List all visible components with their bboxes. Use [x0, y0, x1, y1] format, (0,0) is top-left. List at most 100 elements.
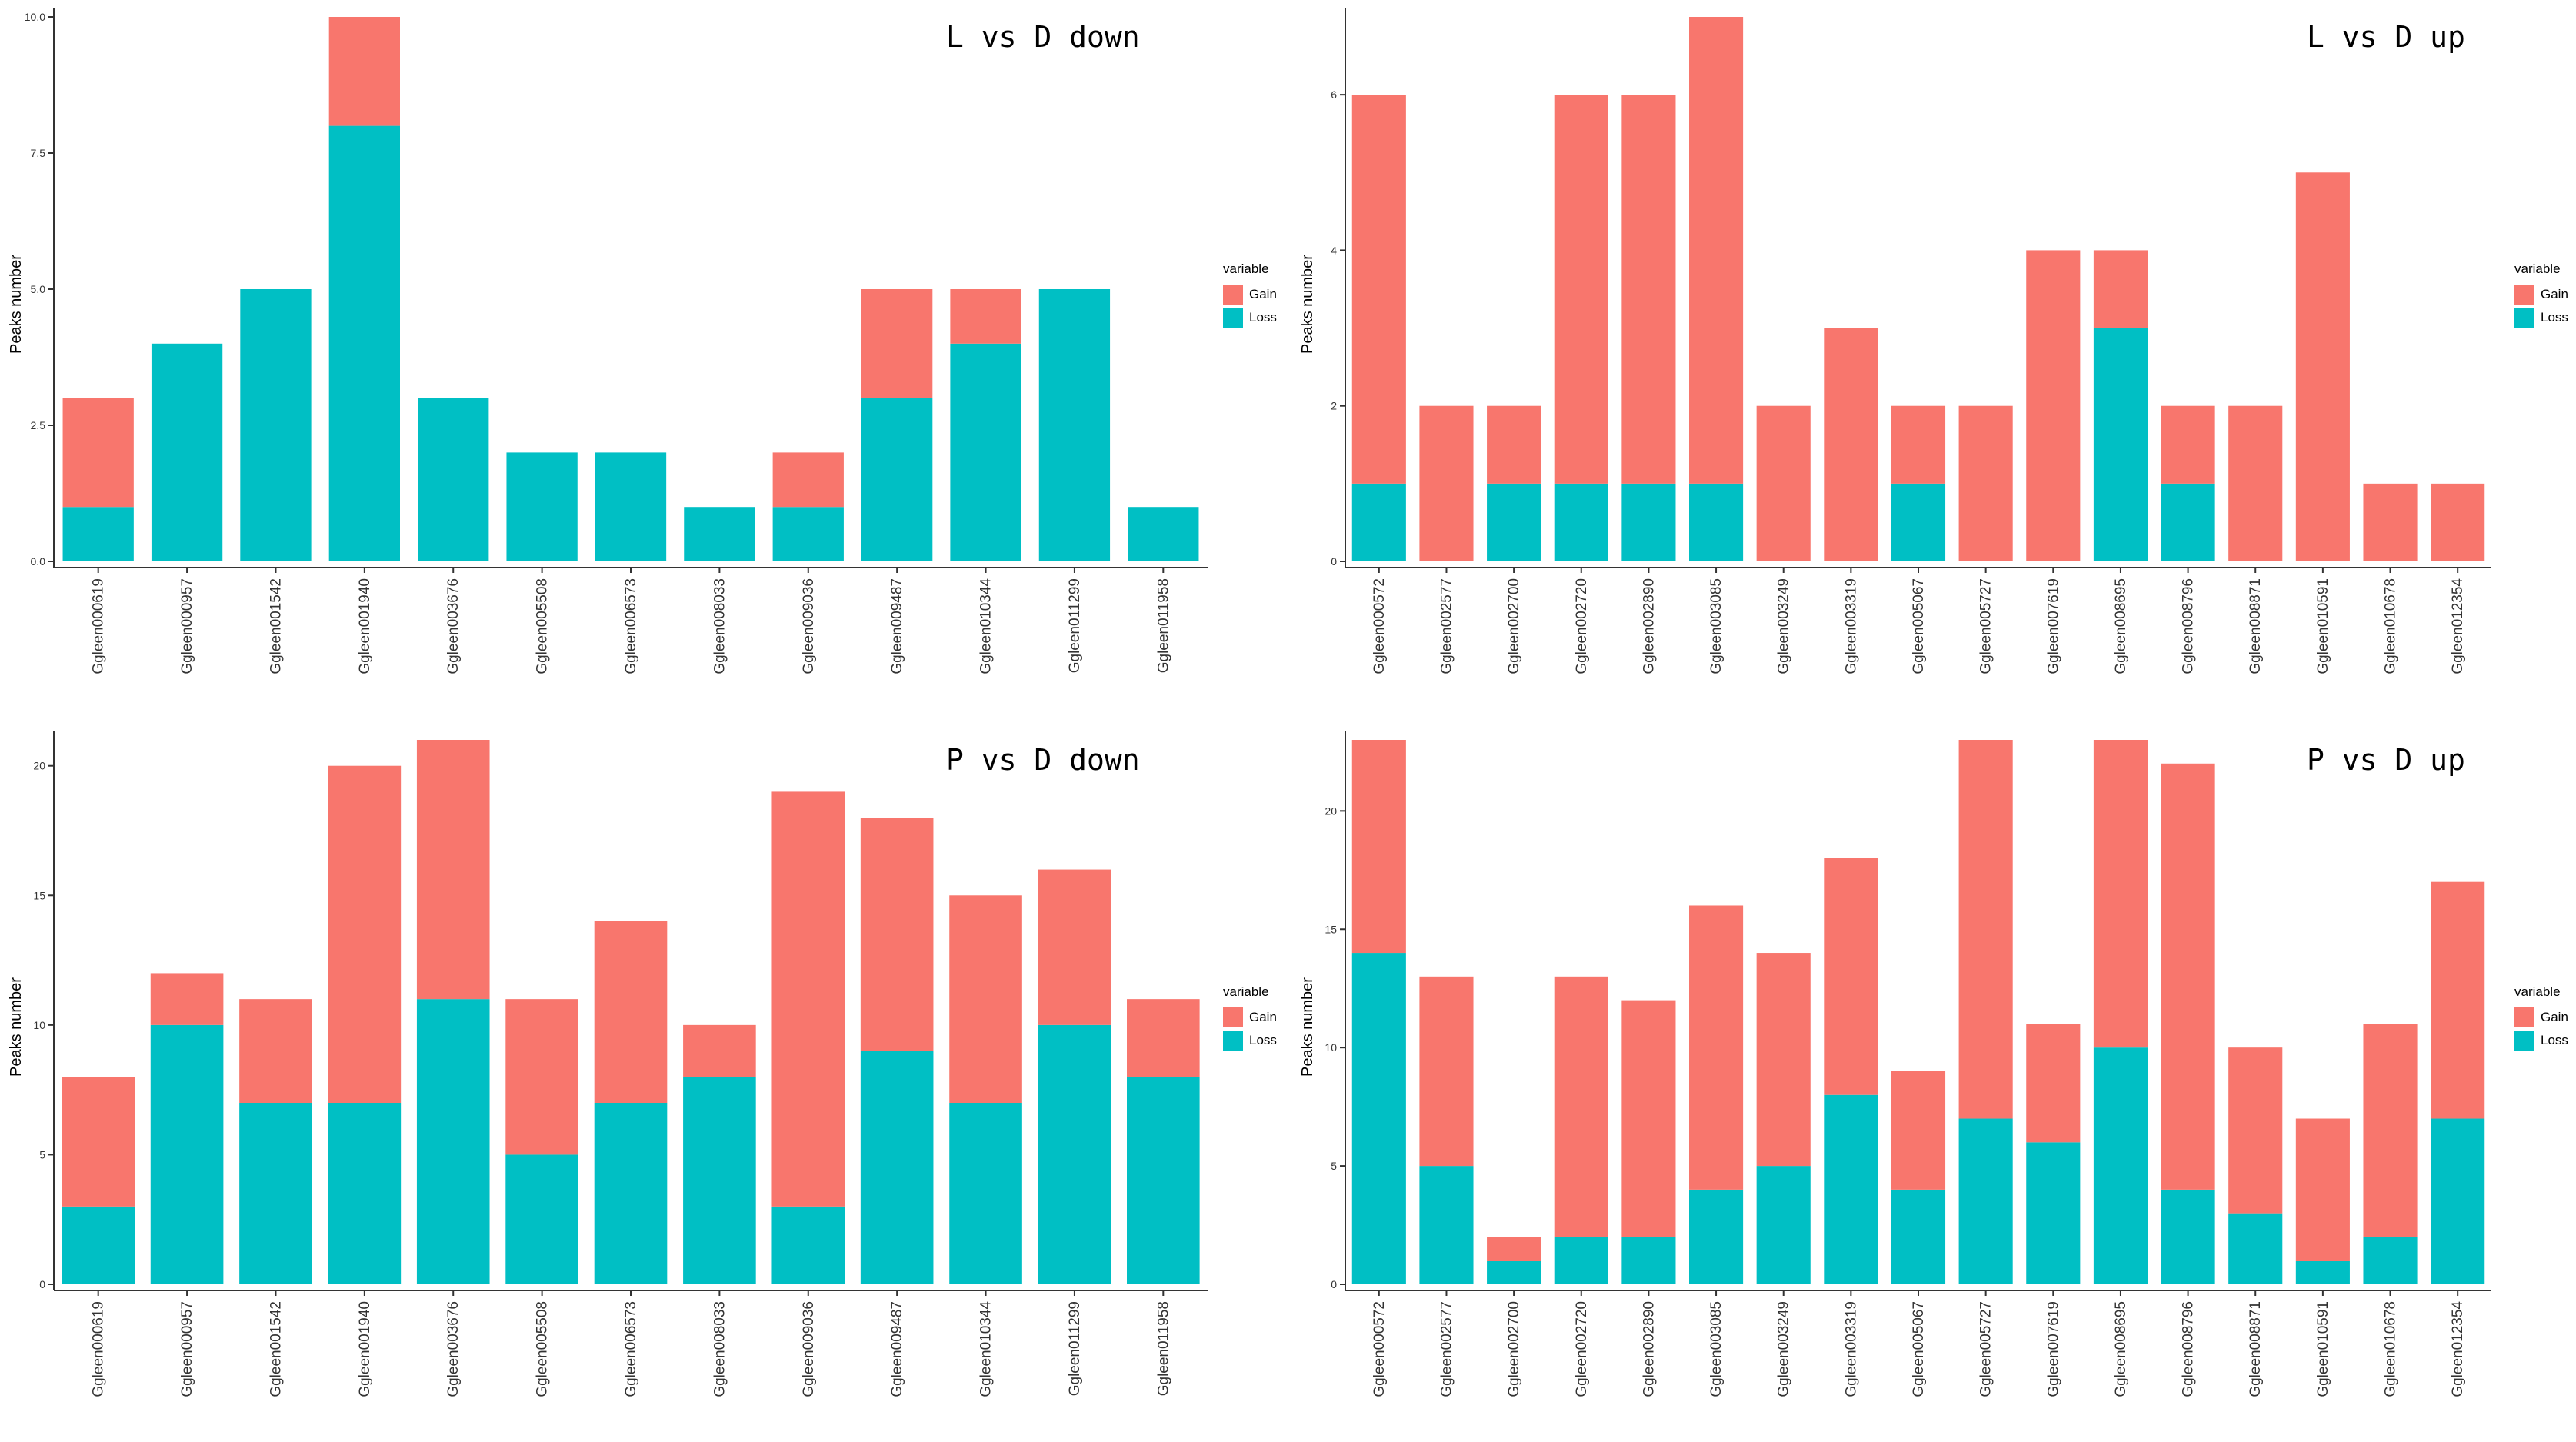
bar-loss — [151, 343, 223, 561]
x-tick-label: Ggleen003249 — [1776, 578, 1792, 674]
bar-gain — [2363, 1024, 2418, 1237]
chart-title: P vs D up — [2307, 743, 2465, 777]
gain-swatch — [2514, 1007, 2534, 1027]
x-tick-label: Ggleen003319 — [1843, 578, 1859, 674]
bar-loss — [1756, 1166, 1811, 1284]
x-tick-label: Ggleen002700 — [1506, 578, 1522, 674]
gain-swatch — [1223, 285, 1243, 305]
bar-gain — [950, 289, 1021, 344]
bar-loss — [240, 289, 312, 561]
legend-item-loss: Loss — [2514, 306, 2568, 329]
legend-label-gain: Gain — [2541, 1010, 2568, 1024]
bar-gain — [2431, 483, 2485, 561]
y-tick-label: 2 — [1331, 400, 1337, 412]
bar-loss — [1621, 483, 1676, 561]
y-tick-label: 7.5 — [31, 147, 46, 159]
bar-gain — [62, 398, 134, 508]
x-tick-label: Ggleen010344 — [978, 1301, 995, 1397]
x-tick-label: Ggleen002577 — [1438, 578, 1455, 674]
loss-swatch — [2514, 1031, 2534, 1051]
bar-gain — [1756, 405, 1811, 561]
x-tick-label: Ggleen009487 — [889, 578, 905, 674]
y-axis-label: Peaks number — [8, 977, 25, 1077]
y-tick-label: 0.0 — [31, 555, 46, 568]
bar-gain — [1958, 740, 2013, 1119]
x-tick-label: Ggleen005508 — [535, 578, 551, 674]
legend-item-loss: Loss — [1223, 1029, 1277, 1052]
x-tick-label: Ggleen008796 — [2181, 578, 2197, 674]
bar-gain — [2093, 740, 2148, 1048]
bar-gain — [2228, 1047, 2283, 1214]
bar-gain — [505, 999, 578, 1155]
chart-title: L vs D down — [946, 20, 1140, 54]
bar-loss — [1554, 483, 1608, 561]
bar-gain — [1689, 905, 1744, 1190]
bar-gain — [328, 17, 400, 126]
legend: variable Gain Loss — [2514, 984, 2568, 1052]
bar-gain — [1127, 999, 1200, 1077]
y-tick-label: 10.0 — [25, 11, 45, 23]
bar-loss — [684, 507, 755, 561]
y-tick-label: 20 — [1325, 804, 1337, 817]
y-tick-label: 2.5 — [31, 419, 46, 431]
bar-gain — [150, 973, 224, 1025]
x-tick-label: Ggleen007619 — [2045, 578, 2061, 674]
x-tick-label: Ggleen010591 — [2315, 1301, 2331, 1397]
bar-gain — [328, 765, 402, 1103]
legend: variable Gain Loss — [1223, 261, 1277, 329]
bar-loss — [595, 452, 667, 561]
loss-swatch — [1223, 308, 1243, 328]
bar-gain — [2161, 763, 2215, 1190]
legend-label-loss: Loss — [2541, 1033, 2568, 1047]
bar-loss — [1419, 1166, 1474, 1284]
bar-loss — [416, 999, 490, 1284]
y-tick-label: 15 — [1325, 923, 1337, 935]
legend-label-gain: Gain — [1249, 287, 1277, 301]
y-axis-label: Peaks number — [1299, 977, 1316, 1077]
bar-loss — [1127, 1077, 1200, 1284]
legend: variable Gain Loss — [2514, 261, 2568, 329]
bar-gain — [1621, 95, 1676, 484]
bar-gain — [1689, 17, 1744, 484]
bar-gain — [1891, 1071, 1946, 1190]
bar-loss — [418, 398, 489, 561]
bar-gain — [1621, 1000, 1676, 1237]
bar-loss — [2161, 483, 2215, 561]
chart-panel-l-vs-d-up: 0 2 4 6 Ggleen000572 Ggleen002577 Ggleen002700… — [1291, 0, 2576, 715]
y-tick-label: 10 — [33, 1019, 45, 1031]
loss-swatch — [1223, 1031, 1243, 1051]
bar-gain — [2228, 405, 2283, 561]
bar-loss — [150, 1024, 224, 1284]
x-tick-label: Ggleen002577 — [1438, 1301, 1455, 1397]
legend-title: variable — [1223, 984, 1269, 999]
bar-gain — [1891, 405, 1946, 484]
legend-label-loss: Loss — [1249, 1033, 1277, 1047]
gain-swatch — [1223, 1007, 1243, 1027]
bar-loss — [1128, 507, 1199, 561]
bar-loss — [950, 343, 1021, 561]
bar-loss — [2295, 1261, 2350, 1284]
bar-loss — [328, 125, 400, 562]
bar-loss — [62, 1206, 135, 1284]
bar-gain — [1824, 858, 1878, 1095]
chart-svg-l-vs-d-up: 0 2 4 6 Ggleen000572 Ggleen002577 Ggleen002700… — [1331, 8, 2491, 674]
bar-gain — [2363, 483, 2418, 561]
x-tick-label: Ggleen008033 — [711, 578, 728, 674]
y-tick-label: 10 — [1325, 1041, 1337, 1054]
bar-loss — [2026, 1142, 2081, 1284]
x-tick-label: Ggleen008796 — [2181, 1301, 2197, 1397]
x-tick-label: Ggleen005508 — [535, 1301, 551, 1397]
bar-loss — [860, 1051, 934, 1284]
bar-gain — [2431, 881, 2485, 1119]
y-tick-label: 0 — [1331, 1278, 1337, 1290]
bar-gain — [2026, 250, 2081, 561]
y-tick-label: 15 — [33, 889, 45, 901]
bar-loss — [1891, 1189, 1946, 1284]
bar-loss — [2161, 1189, 2215, 1284]
legend-label-loss: Loss — [1249, 310, 1277, 325]
y-axis-label: Peaks number — [8, 255, 25, 354]
legend: variable Gain Loss — [1223, 984, 1277, 1052]
bar-loss — [772, 507, 844, 561]
bar-gain — [1756, 953, 1811, 1167]
x-tick-label: Ggleen009487 — [889, 1301, 905, 1397]
